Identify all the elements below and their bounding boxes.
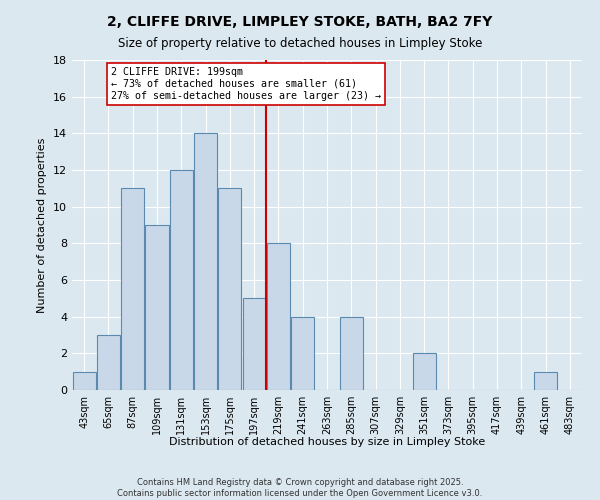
Text: Contains HM Land Registry data © Crown copyright and database right 2025.
Contai: Contains HM Land Registry data © Crown c… (118, 478, 482, 498)
Bar (97, 335, 120, 390)
Bar (218, 188, 241, 390)
Bar (145, 225, 169, 390)
Bar (534, 372, 557, 390)
Bar (194, 134, 217, 390)
Y-axis label: Number of detached properties: Number of detached properties (37, 138, 47, 312)
Text: 2, CLIFFE DRIVE, LIMPLEY STOKE, BATH, BA2 7FY: 2, CLIFFE DRIVE, LIMPLEY STOKE, BATH, BA… (107, 15, 493, 29)
Text: 2 CLIFFE DRIVE: 199sqm
← 73% of detached houses are smaller (61)
27% of semi-det: 2 CLIFFE DRIVE: 199sqm ← 73% of detached… (111, 68, 381, 100)
X-axis label: Distribution of detached houses by size in Limpley Stoke: Distribution of detached houses by size … (169, 437, 485, 447)
Bar (291, 316, 314, 390)
Bar (170, 170, 193, 390)
Bar (413, 354, 436, 390)
Bar (73, 372, 95, 390)
Bar (121, 188, 144, 390)
Bar (267, 244, 290, 390)
Bar (242, 298, 266, 390)
Bar (340, 316, 363, 390)
Text: Size of property relative to detached houses in Limpley Stoke: Size of property relative to detached ho… (118, 38, 482, 51)
